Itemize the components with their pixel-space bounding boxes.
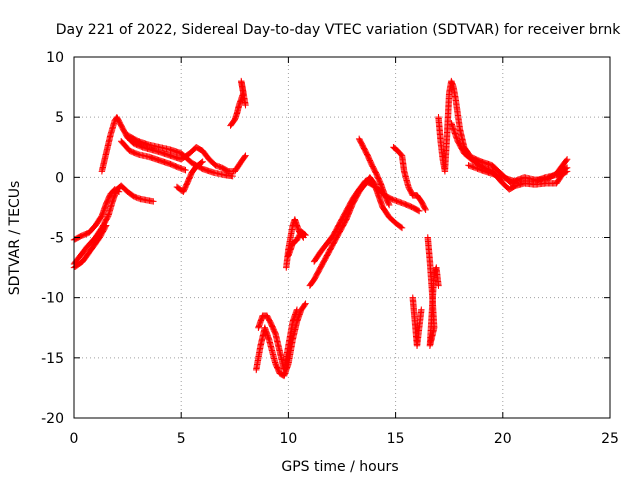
data-points (70, 77, 571, 380)
data-point (114, 187, 122, 195)
data-point (293, 306, 301, 313)
y-tick-label: -5 (50, 231, 64, 247)
data-point (422, 206, 429, 214)
series-arc-l (285, 228, 309, 259)
data-point (415, 207, 423, 215)
data-point (421, 205, 429, 212)
series-arc-e (117, 138, 189, 174)
data-point (115, 188, 123, 195)
series-arc-i (253, 300, 309, 380)
y-tick-label: 10 (46, 50, 64, 66)
data-point (242, 101, 249, 109)
x-axis-title: GPS time / hours (281, 459, 398, 475)
series-arc-h (227, 77, 249, 129)
y-tick-label: 0 (55, 170, 64, 186)
y-axis-title: SDTVAR / TECUs (7, 181, 23, 296)
data-point (418, 306, 425, 313)
series-arc-c (70, 222, 110, 271)
data-point (102, 223, 109, 230)
series-arc-r (424, 234, 442, 349)
x-tick-label: 15 (387, 431, 405, 447)
series-arc-q (409, 294, 425, 349)
data-point (198, 159, 205, 166)
data-point (150, 198, 157, 205)
data-point (397, 223, 405, 231)
axis-ticks: 0 5 10 15 20 25 -20 -15 -10 -5 0 5 10 (41, 50, 619, 447)
data-point (563, 164, 571, 171)
data-point (385, 201, 393, 209)
y-tick-label: -20 (41, 411, 64, 427)
data-point (435, 282, 442, 289)
data-point (562, 165, 570, 172)
series-arc-u (465, 162, 571, 185)
series-arc-p (390, 144, 429, 214)
y-tick-label: -10 (41, 291, 64, 307)
series-arc-b (70, 186, 123, 244)
data-point (398, 224, 406, 232)
data-point (242, 152, 249, 159)
x-tick-label: 20 (494, 431, 512, 447)
x-tick-label: 10 (279, 431, 297, 447)
data-point (385, 200, 392, 208)
data-point (301, 231, 308, 238)
series-arc-o (355, 135, 393, 209)
x-tick-label: 25 (601, 431, 619, 447)
y-tick-label: 5 (55, 110, 64, 126)
data-point (302, 300, 309, 307)
data-point (182, 166, 189, 174)
chart-title: Day 221 of 2022, Sidereal Day-to-day VTE… (56, 22, 621, 38)
data-point (229, 172, 236, 180)
data-point (563, 156, 571, 163)
x-tick-label: 5 (177, 431, 186, 447)
data-point (302, 231, 309, 239)
data-point (563, 157, 570, 164)
data-point (241, 153, 249, 160)
series-arc-g (173, 158, 206, 195)
data-point (414, 207, 422, 214)
data-point (102, 222, 110, 229)
series-arc-a (70, 182, 157, 268)
series-arc-n (310, 177, 423, 265)
x-tick-label: 0 (70, 431, 79, 447)
y-tick-label: -15 (41, 351, 64, 367)
data-point (301, 301, 309, 308)
grid-lines (74, 57, 610, 418)
data-point (199, 158, 206, 165)
series-arc-j (255, 306, 301, 374)
